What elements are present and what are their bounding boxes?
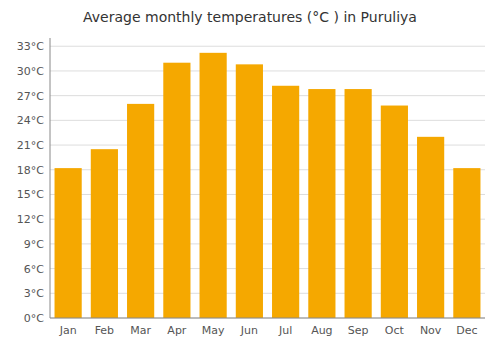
y-tick-label: 12°C: [17, 213, 44, 226]
x-tick-label: Mar: [130, 324, 151, 337]
bar: [381, 106, 408, 318]
x-tick-label: Nov: [420, 324, 442, 337]
bar: [417, 137, 444, 318]
grid-line: [50, 318, 485, 319]
x-tick-label: Dec: [456, 324, 477, 337]
y-tick-label: 0°C: [24, 312, 44, 325]
x-tick-label: Apr: [167, 324, 187, 337]
chart-container: Average monthly temperatures (°C ) in Pu…: [0, 0, 500, 350]
y-tick-label: 27°C: [17, 90, 44, 103]
y-tick-label: 24°C: [17, 114, 44, 127]
y-axis-line: [50, 38, 51, 318]
x-tick-label: May: [202, 324, 225, 337]
chart-svg: Average monthly temperatures (°C ) in Pu…: [0, 0, 500, 350]
grid: [50, 46, 485, 318]
grid-line: [50, 120, 485, 121]
y-tick-label: 33°C: [17, 40, 44, 53]
bar: [236, 64, 263, 318]
y-tick-label: 15°C: [17, 188, 44, 201]
x-tick-label: Oct: [385, 324, 405, 337]
bar: [163, 63, 190, 318]
grid-line: [50, 70, 485, 71]
bar: [127, 104, 154, 318]
y-tick-label: 6°C: [24, 263, 44, 276]
bar: [91, 149, 118, 318]
bar: [308, 89, 335, 318]
y-tick-label: 30°C: [17, 65, 44, 78]
x-axis-line: [50, 318, 485, 319]
grid-line: [50, 46, 485, 47]
bars: [55, 53, 481, 318]
x-tick-label: Aug: [311, 324, 332, 337]
x-tick-label: Sep: [348, 324, 369, 337]
title: Average monthly temperatures (°C ) in Pu…: [83, 9, 417, 25]
bar: [200, 53, 227, 318]
x-tick-label: Feb: [95, 324, 114, 337]
bar: [55, 168, 82, 318]
x-tick-label: Jul: [278, 324, 292, 337]
y-tick-label: 3°C: [24, 287, 44, 300]
bar: [272, 86, 299, 318]
x-tick-label: Jan: [59, 324, 77, 337]
y-tick-label: 18°C: [17, 164, 44, 177]
bar: [345, 89, 372, 318]
y-tick-label: 21°C: [17, 139, 44, 152]
bar: [453, 168, 480, 318]
x-tick-label: Jun: [240, 324, 258, 337]
y-tick-label: 9°C: [24, 238, 44, 251]
grid-line: [50, 95, 485, 96]
